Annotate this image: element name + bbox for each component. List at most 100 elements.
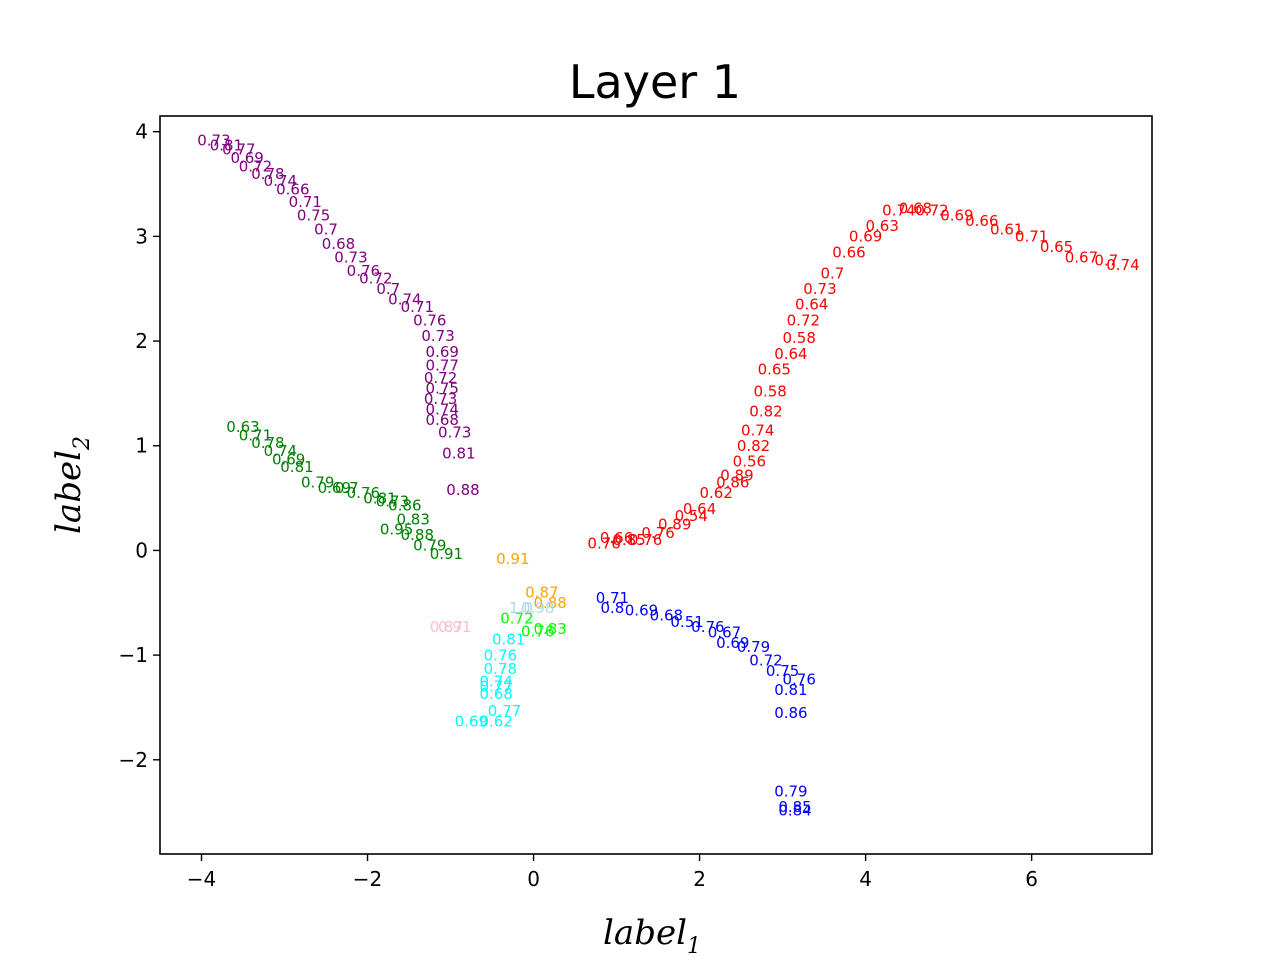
data-point-label: 0.82 — [749, 402, 782, 420]
y-tick-label: −1 — [119, 643, 148, 667]
data-point-label: 0.74 — [1106, 256, 1139, 274]
y-axis-label-subscript: 2 — [70, 436, 95, 451]
data-point-label: 0.58 — [782, 329, 815, 347]
data-point-label: 0.76 — [521, 622, 554, 640]
data-point-label: 0.7 — [335, 479, 359, 497]
x-tick-label: 6 — [1025, 867, 1038, 891]
data-point-label: 0.7 — [314, 220, 338, 238]
data-point-label: 0.91 — [430, 545, 463, 563]
data-point-label: 0.74 — [264, 442, 297, 460]
x-tick-label: 2 — [693, 867, 706, 891]
data-point-label: 0.65 — [1040, 238, 1073, 256]
data-point-label: 0.77 — [488, 702, 521, 720]
data-point-label: 0.85 — [778, 798, 811, 816]
data-point-label: 0.69 — [716, 634, 749, 652]
data-point-label: 0.89 — [658, 515, 691, 533]
data-point-label: 0.68 — [650, 607, 683, 625]
data-point-label: 0.76 — [691, 618, 724, 636]
x-tick-label: −2 — [353, 867, 382, 891]
data-point-label: 0.74 — [479, 673, 512, 691]
data-point-label: 0.79 — [774, 782, 807, 800]
data-points: 0.730.810.770.690.720.780.740.660.710.75… — [197, 131, 1139, 819]
data-point-label: 0.8 — [600, 599, 624, 617]
data-point-label: 0.69 — [455, 712, 488, 730]
data-point-label: 0.76 — [782, 670, 815, 688]
data-point-label: 0.7 — [1094, 252, 1118, 270]
data-point-label: 0.67 — [1065, 249, 1098, 267]
data-point-label: 0.75 — [297, 207, 330, 225]
data-point-label: 0.7 — [820, 264, 844, 282]
data-point-label: 0.81 — [774, 681, 807, 699]
series-2: 0.630.710.780.740.690.810.790.690.70.760… — [226, 418, 463, 563]
data-point-label: 0.83 — [533, 620, 566, 638]
data-point-label: 0.78 — [484, 660, 517, 678]
y-tick-label: 0 — [135, 538, 148, 562]
series-3: 0.710.8 0.690.680.510.760.670.690.790.720… — [596, 589, 816, 820]
data-point-label: 0.95 — [380, 521, 413, 539]
data-point-label: 0.71 — [596, 589, 629, 607]
data-point-label: 0.84 — [778, 801, 811, 819]
data-point-label: 0.85 — [612, 531, 645, 549]
data-point-label: 0.86 — [388, 497, 421, 515]
data-point-label: 0.74 — [264, 172, 297, 190]
data-point-label: 0.79 — [301, 474, 334, 492]
data-point-label: 0.72 — [239, 157, 272, 175]
y-tick-label: −2 — [119, 748, 148, 772]
y-tick-label: 4 — [135, 120, 148, 144]
data-point-label: 0.68 — [426, 411, 459, 429]
data-point-label: 0.73 — [421, 327, 454, 345]
data-point-label: 0.73 — [424, 390, 457, 408]
data-point-label: 0.51 — [670, 613, 703, 631]
data-point-label: 0.73 — [376, 492, 409, 510]
data-point-label: 0.72 — [500, 610, 533, 628]
data-point-label: 0.87 — [430, 618, 463, 636]
data-point-label: 0.66 — [600, 529, 633, 547]
data-point-label: 0.68 — [479, 685, 512, 703]
data-point-label: 0.76 — [484, 646, 517, 664]
data-point-label: 0.75 — [766, 662, 799, 680]
data-point-label: 0.88 — [446, 481, 479, 499]
plot-background — [160, 116, 1152, 854]
data-point-label: 0.69 — [625, 601, 658, 619]
data-point-label: 0.64 — [774, 345, 807, 363]
series-1: 0.740.70.670.650.710.610.660.690.720.680… — [587, 199, 1139, 552]
data-point-label: 0.62 — [479, 712, 512, 730]
data-point-label: 0.66 — [276, 181, 309, 199]
data-point-label: 0.69 — [849, 228, 882, 246]
data-point-label: 1.0 — [509, 599, 533, 617]
data-point-label: 0.89 — [720, 466, 753, 484]
data-point-label: 0.98 — [521, 599, 554, 617]
data-point-label: 0.81 — [492, 631, 525, 649]
series-4: 0.91 0.870.88 — [496, 550, 567, 612]
series-7: 0.870.91 — [430, 618, 472, 636]
data-point-label: 0.87 — [525, 584, 558, 602]
data-point-label: 0.81 — [210, 137, 243, 155]
data-point-label: 0.91 — [496, 550, 529, 568]
x-axis-label: label1 — [603, 913, 701, 959]
data-point-label: 0.81 — [280, 458, 313, 476]
data-point-label: 0.64 — [795, 296, 828, 314]
data-point-label: 0.73 — [334, 249, 367, 267]
data-point-label: 0.78 — [251, 165, 284, 183]
data-point-label: 0.74 — [388, 290, 421, 308]
y-axis-ticks: −2 −1 0 1 2 3 4 — [119, 120, 160, 772]
data-point-label: 0.77 — [222, 141, 255, 159]
data-point-label: 0.7 — [376, 280, 400, 298]
data-point-label: 0.71 — [401, 298, 434, 316]
data-point-label: 0.76 — [347, 262, 380, 280]
data-point-label: 0.72 — [749, 652, 782, 670]
data-point-label: 0.76 — [629, 531, 662, 549]
data-point-label: 0.73 — [438, 423, 471, 441]
x-axis-label-main: label — [603, 913, 687, 953]
series-8: 1.00.98 — [509, 599, 554, 617]
series-5: 0.810.760.780.740.770.680.770.620.69 — [455, 631, 526, 731]
y-axis-label: label2 — [49, 436, 95, 534]
data-point-label: 0.79 — [737, 638, 770, 656]
plot-area: 0.730.810.770.690.720.780.740.660.710.75… — [159, 115, 1153, 855]
data-point-label: 0.81 — [363, 489, 396, 507]
data-point-label: 0.88 — [533, 594, 566, 612]
plot-frame — [159, 115, 1153, 855]
data-point-label: 0.64 — [683, 500, 716, 518]
y-axis-label-main: label — [49, 450, 89, 534]
